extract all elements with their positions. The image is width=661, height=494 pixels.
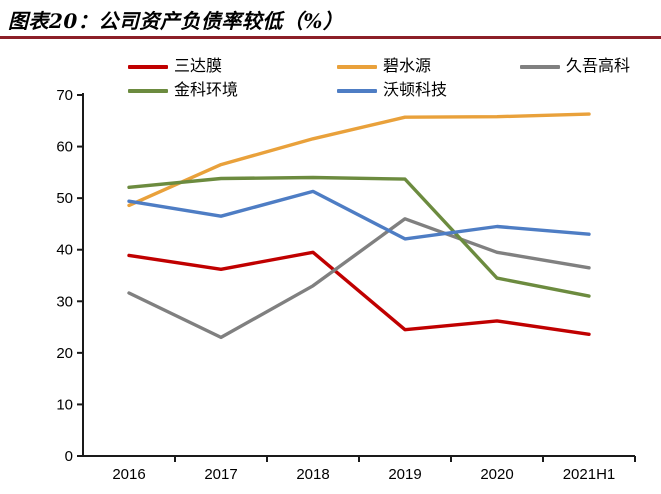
y-tick-label: 20	[56, 345, 73, 362]
y-tick-label: 60	[56, 139, 73, 156]
legend-line-swatch	[520, 65, 560, 69]
y-tick-label: 10	[56, 396, 73, 413]
series-line-2	[127, 217, 591, 340]
legend-label: 沃顿科技	[383, 82, 448, 99]
series-line-1	[127, 112, 591, 208]
figure-title: 图表20：公司资产负债率较低（%）	[8, 9, 344, 33]
x-tick-label: 2016	[112, 466, 145, 483]
x-tick-label: 2017	[204, 466, 237, 483]
x-tick-label: 2019	[388, 466, 421, 483]
x-tick-label: 2021H1	[563, 466, 616, 483]
y-tick-label: 0	[65, 448, 73, 465]
x-tick-label: 2020	[480, 466, 513, 483]
line-chart-canvas: 0 10 20 30 40 50 60 70 2016 2017 2018 2019 2020 2021H…	[56, 90, 636, 483]
legend-item: 三达膜	[128, 57, 222, 77]
title-divider-rule	[0, 36, 661, 39]
legend-item: 沃顿科技	[337, 81, 447, 101]
y-tick-label: 30	[56, 293, 73, 310]
legend-item: 金科环境	[128, 81, 238, 101]
legend-item: 碧水源	[337, 57, 431, 77]
y-tick-label: 70	[56, 90, 73, 104]
legend-item: 久吾高科	[520, 57, 630, 77]
legend-label: 久吾高科	[566, 58, 631, 75]
legend-label: 金科环境	[174, 82, 239, 99]
series-line-0	[127, 250, 591, 337]
series-line-4	[127, 189, 591, 241]
y-tick-label: 40	[56, 242, 73, 259]
y-tick-label: 50	[56, 190, 73, 207]
legend-label: 三达膜	[174, 58, 223, 75]
legend-line-swatch	[128, 65, 168, 69]
legend-line-swatch	[337, 89, 377, 93]
legend-label: 碧水源	[383, 58, 432, 75]
legend-line-swatch	[128, 89, 168, 93]
x-tick-label: 2018	[296, 466, 329, 483]
series-line-3	[127, 175, 591, 298]
legend-line-swatch	[337, 65, 377, 69]
